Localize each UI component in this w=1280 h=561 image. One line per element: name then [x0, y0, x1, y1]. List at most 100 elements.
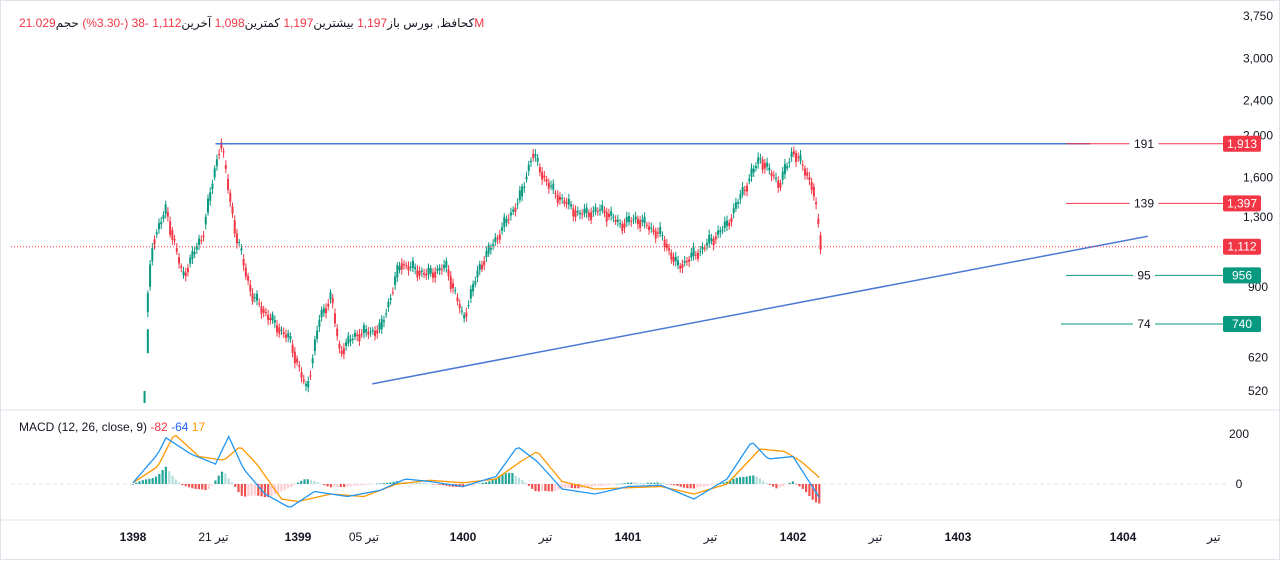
- price-tick-label: 1,300: [1243, 210, 1273, 224]
- candle-body: [320, 310, 323, 318]
- candle-body: [601, 205, 604, 211]
- candle-body: [565, 202, 568, 204]
- candle-body: [592, 210, 595, 212]
- candle-body: [550, 185, 553, 187]
- candle-body: [799, 154, 802, 161]
- candle-body: [761, 159, 764, 170]
- high-value: 1,197: [283, 16, 314, 30]
- macd-hist-bar: [214, 480, 217, 484]
- candle-body: [639, 220, 642, 228]
- candle-body: [472, 284, 475, 292]
- macd-hist-bar: [554, 484, 557, 491]
- candle-body: [697, 252, 700, 259]
- macd-hist-bar: [141, 480, 144, 484]
- candle-body: [240, 248, 243, 251]
- candle-body: [772, 175, 775, 177]
- candle-body: [336, 328, 339, 336]
- candle-body: [291, 344, 294, 353]
- macd-hist-bar: [471, 484, 474, 486]
- macd-hist-bar: [702, 484, 705, 487]
- candle-body: [200, 240, 203, 242]
- candle-body: [783, 163, 786, 175]
- candle-body: [206, 198, 209, 213]
- macd-hist-bar: [742, 476, 745, 484]
- macd-hist-bar: [795, 484, 798, 485]
- candle-body: [367, 332, 370, 335]
- candle-body: [166, 212, 169, 217]
- macd-hist-bar: [481, 482, 484, 484]
- candle-body: [775, 177, 778, 179]
- open-value: 1,197: [357, 16, 388, 30]
- macd-hist-bar: [607, 484, 610, 486]
- candle-body: [204, 216, 207, 225]
- candle-body: [224, 165, 227, 169]
- macd-signal-value: 17: [191, 420, 206, 434]
- macd-hist-bar: [263, 484, 266, 498]
- macd-hist-bar: [626, 482, 629, 484]
- price-tick-label: 1,600: [1243, 171, 1273, 185]
- time-tick-label: 1404: [1110, 530, 1137, 544]
- candle-body: [498, 234, 501, 240]
- macd-hist-bar: [339, 484, 342, 488]
- macd-hist-bar: [699, 484, 702, 488]
- macd-hist-bar: [613, 484, 616, 485]
- candle-body: [614, 219, 617, 222]
- candle-body: [463, 315, 466, 319]
- candle-body: [469, 289, 472, 299]
- candle-body: [656, 232, 659, 234]
- candle-body: [487, 245, 490, 254]
- candle-body: [623, 223, 626, 228]
- candle-body: [692, 247, 695, 257]
- level-label-bg: [1129, 195, 1159, 212]
- macd-hist-bar: [640, 482, 643, 484]
- candle-body: [710, 238, 713, 242]
- macd-hist-bar: [785, 484, 788, 485]
- macd-hist-bar: [484, 482, 488, 484]
- macd-hist-bar: [501, 474, 504, 484]
- candle-body: [723, 221, 726, 229]
- macd-hist-bar: [418, 482, 422, 484]
- level-label-bg: [1133, 267, 1155, 284]
- macd-hist-bar: [148, 478, 151, 484]
- macd-hist-bar: [366, 484, 369, 485]
- macd-hist-bar: [537, 484, 540, 492]
- candle-body: [327, 303, 330, 307]
- candle-body: [405, 265, 408, 267]
- candle-body: [501, 227, 504, 231]
- macd-hist-bar: [438, 484, 441, 485]
- macd-hist-bar: [550, 484, 554, 492]
- candle-body: [425, 273, 428, 276]
- macd-hist-bar: [313, 481, 316, 484]
- time-tick-label: 21 تیر: [198, 530, 228, 545]
- macd-hist-bar: [725, 481, 728, 484]
- macd-hist-bar: [541, 484, 544, 491]
- candle-body: [768, 167, 771, 171]
- candle-body: [449, 276, 452, 289]
- macd-hist-bar: [267, 484, 270, 498]
- macd-hist-bar: [673, 484, 676, 486]
- macd-hist-bar: [676, 484, 679, 486]
- macd-line-value: -64: [171, 420, 189, 434]
- macd-hist-bar: [504, 473, 507, 484]
- candle-body: [403, 264, 406, 266]
- candle-body: [699, 251, 702, 253]
- candle-body: [394, 276, 397, 285]
- candle-body: [574, 210, 577, 217]
- candle-body: [489, 247, 492, 250]
- macd-hist-bar: [775, 484, 778, 489]
- macd-hist-bar: [603, 484, 606, 486]
- candle-body: [354, 332, 357, 337]
- candle-body: [547, 182, 550, 189]
- macd-hist-bar: [184, 484, 187, 487]
- price-tick-label: 3,750: [1243, 9, 1273, 23]
- candle-body: [583, 208, 586, 214]
- macd-hist-bar: [178, 482, 181, 484]
- candle-body: [235, 233, 238, 244]
- time-tick-label: 1403: [945, 530, 972, 544]
- candle-body: [795, 153, 798, 162]
- macd-hist-bar: [428, 483, 431, 485]
- candle-body: [683, 260, 686, 263]
- candle-body: [458, 304, 461, 309]
- macd-hist-bar: [372, 484, 375, 485]
- candle-body: [209, 192, 212, 201]
